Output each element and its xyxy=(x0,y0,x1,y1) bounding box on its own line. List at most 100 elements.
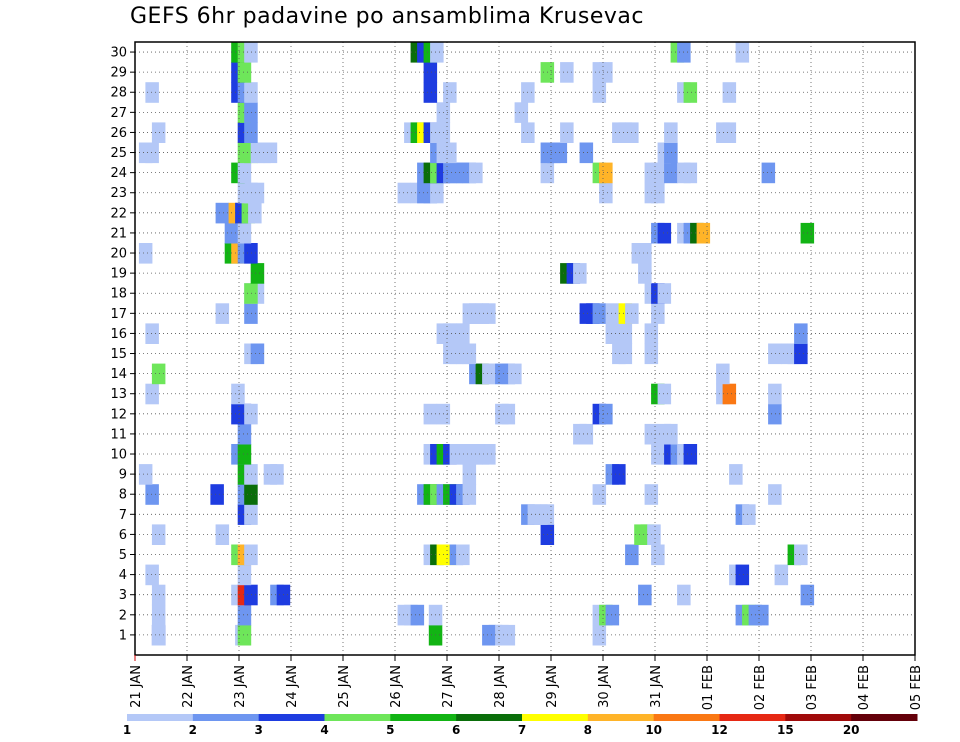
heatmap-cell xyxy=(722,122,737,143)
heatmap-cell xyxy=(657,222,672,244)
heatmap-cell xyxy=(755,604,769,626)
y-tick-label: 18 xyxy=(110,287,127,302)
chart-title: GEFS 6hr padavine po ansamblima Krusevac xyxy=(130,4,644,29)
colorbar-label: 8 xyxy=(584,723,592,737)
heatmap-cell xyxy=(210,484,224,505)
y-tick-label: 27 xyxy=(110,106,127,121)
heatmap-cell xyxy=(250,343,265,365)
y-tick-label: 6 xyxy=(119,528,127,543)
heatmap-cell xyxy=(605,303,620,324)
colorbar-swatch xyxy=(719,714,786,721)
y-tick-label: 17 xyxy=(110,307,127,322)
heatmap-cell xyxy=(664,142,678,164)
heatmap-cell xyxy=(657,383,672,405)
x-tick-label: 02 FEB xyxy=(753,665,768,710)
colorbar-swatch xyxy=(785,714,852,721)
heatmap-cell xyxy=(145,82,159,103)
heatmap-cell xyxy=(244,544,258,566)
y-tick-label: 30 xyxy=(110,46,127,61)
heatmap-cell xyxy=(462,343,477,365)
colorbar-label: 1 xyxy=(123,723,131,737)
colorbar-label: 12 xyxy=(711,723,728,737)
heatmap-cell xyxy=(237,162,252,184)
heatmap-cell xyxy=(462,484,477,505)
heatmap-cell xyxy=(605,604,620,626)
y-tick-label: 22 xyxy=(110,206,127,221)
heatmap-cell xyxy=(443,142,457,164)
heatmap-cell xyxy=(599,403,613,425)
heatmap-cell xyxy=(244,303,258,324)
heatmap-cell xyxy=(794,544,808,566)
heatmap-cell xyxy=(145,564,159,586)
heatmap-cell xyxy=(237,222,252,244)
heatmap-cell xyxy=(768,383,782,405)
heatmap-cell xyxy=(237,564,252,586)
y-tick-label: 20 xyxy=(110,247,127,262)
heatmap-cell xyxy=(761,162,776,184)
heatmap-cell xyxy=(664,162,678,184)
x-tick-label: 27 JAN xyxy=(441,665,456,708)
colorbar-label: 10 xyxy=(645,723,662,737)
heatmap-cell xyxy=(651,182,665,204)
heatmap-cell xyxy=(244,403,258,425)
heatmap-cell xyxy=(456,544,470,566)
heatmap-cell xyxy=(263,142,278,164)
heatmap-cell xyxy=(248,202,262,224)
y-tick-label: 3 xyxy=(119,588,127,603)
heatmap-cell xyxy=(657,283,672,304)
heatmap-cell xyxy=(151,122,166,143)
heatmap-cell xyxy=(231,383,245,405)
heatmap-cell xyxy=(151,604,166,626)
heatmap-cell xyxy=(560,62,574,83)
heatmap-cell xyxy=(244,82,258,103)
heatmap-cell xyxy=(638,263,652,284)
heatmap-cell xyxy=(553,142,568,164)
heatmap-cell xyxy=(735,564,750,586)
heatmap-cell xyxy=(647,524,661,545)
heatmap-cell xyxy=(768,343,782,365)
heatmap-cell xyxy=(638,243,652,264)
x-tick-label: 05 FEB xyxy=(909,665,924,710)
colorbar-label: 2 xyxy=(189,723,197,737)
x-tick-label: 30 JAN xyxy=(597,665,612,708)
heatmap-cell xyxy=(138,243,153,264)
heatmap-cell xyxy=(423,82,438,103)
heatmap-cell xyxy=(774,564,789,586)
y-tick-label: 7 xyxy=(119,508,127,523)
heatmap-cell xyxy=(430,42,444,63)
heatmap-cell xyxy=(250,263,265,284)
y-tick-label: 21 xyxy=(110,226,127,241)
heatmap-cell xyxy=(599,162,613,184)
heatmap-cell xyxy=(145,323,159,344)
heatmap-cell xyxy=(244,584,258,606)
heatmap-cell xyxy=(151,363,166,385)
y-tick-label: 28 xyxy=(110,86,127,101)
heatmap-cell xyxy=(482,444,496,465)
colorbar-swatch xyxy=(851,714,918,721)
y-tick-label: 29 xyxy=(110,66,127,81)
heatmap-cell xyxy=(735,42,750,63)
heatmap-cell xyxy=(638,584,652,606)
y-tick-label: 19 xyxy=(110,267,127,282)
heatmap-cell xyxy=(768,403,782,425)
heatmap-cell xyxy=(794,343,808,365)
heatmap-cell xyxy=(664,122,678,143)
x-tick-label: 21 JAN xyxy=(129,665,144,708)
heatmap-cell xyxy=(423,403,438,425)
heatmap-cell xyxy=(599,182,613,204)
y-tick-label: 12 xyxy=(110,407,127,422)
heatmap-cell xyxy=(410,604,425,626)
heatmap-cell xyxy=(651,162,665,184)
heatmap-cell xyxy=(145,142,159,164)
heatmap-cell xyxy=(151,624,166,646)
heatmap-cell xyxy=(742,504,756,525)
heatmap-cell xyxy=(145,383,159,405)
heatmap-cell xyxy=(560,122,574,143)
heatmap-cell xyxy=(599,62,613,83)
colorbar-swatch xyxy=(324,714,391,721)
y-tick-label: 25 xyxy=(110,146,127,161)
y-tick-label: 23 xyxy=(110,186,127,201)
heatmap-cell xyxy=(145,484,159,505)
heatmap-cell xyxy=(651,303,665,324)
